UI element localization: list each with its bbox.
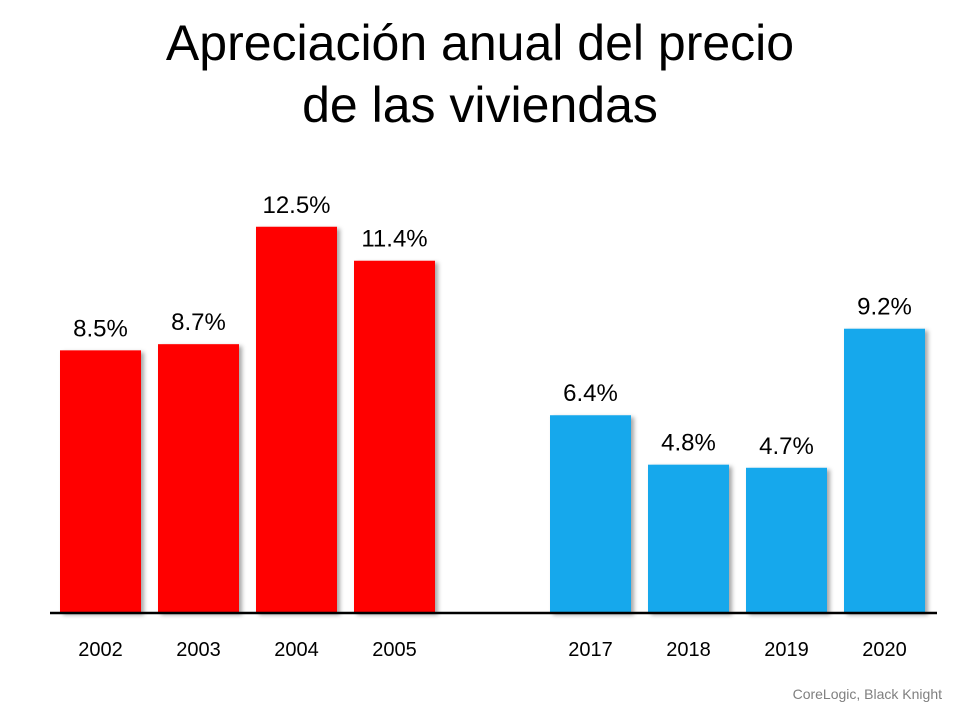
bar-2020 xyxy=(844,328,925,613)
bar-2005 xyxy=(354,260,435,613)
chart-title: Apreciación anual del precio de las vivi… xyxy=(0,12,960,136)
x-tick-label-2020: 2020 xyxy=(862,639,907,661)
data-label-2004: 12.5% xyxy=(262,192,330,219)
data-label-2019: 4.7% xyxy=(759,433,814,460)
bar-2003 xyxy=(158,344,239,613)
bar-2018 xyxy=(648,464,729,613)
x-tick-label-2018: 2018 xyxy=(666,639,711,661)
x-tick-label-2017: 2017 xyxy=(568,639,613,661)
x-tick-label-2003: 2003 xyxy=(176,639,221,661)
chart-title-line-2: de las viviendas xyxy=(302,77,658,133)
data-label-2017: 6.4% xyxy=(563,380,618,407)
data-label-2003: 8.7% xyxy=(171,309,226,336)
data-label-2020: 9.2% xyxy=(857,294,912,321)
data-label-2002: 8.5% xyxy=(73,315,128,342)
source-note: CoreLogic, Black Knight xyxy=(792,686,942,702)
chart-title-line-1: Apreciación anual del precio xyxy=(165,15,795,71)
bar-2017 xyxy=(550,415,631,613)
bar-2004 xyxy=(256,226,337,613)
data-label-2005: 11.4% xyxy=(361,226,427,253)
x-tick-label-2004: 2004 xyxy=(274,639,319,661)
bar-2002 xyxy=(60,350,141,613)
x-tick-label-2019: 2019 xyxy=(764,639,809,661)
bar-2019 xyxy=(746,467,827,613)
x-tick-label-2005: 2005 xyxy=(372,639,417,661)
x-tick-label-2002: 2002 xyxy=(78,639,123,661)
data-label-2018: 4.8% xyxy=(661,430,716,457)
